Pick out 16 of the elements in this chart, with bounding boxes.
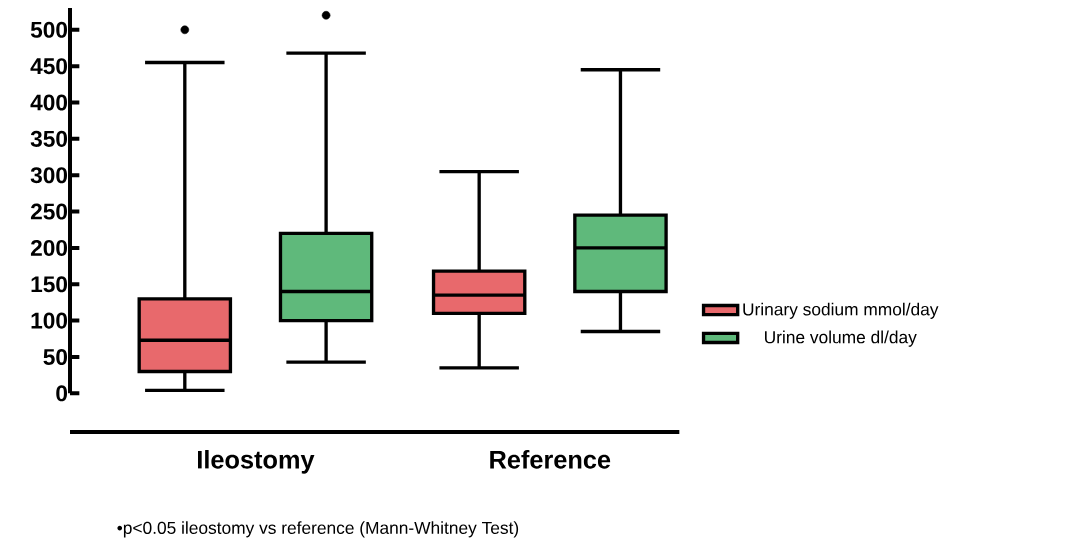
x-tick-label: Reference: [490, 450, 611, 469]
y-tick-label: 100: [31, 312, 68, 329]
y-tick-label: 350: [30, 130, 68, 147]
y-tick-label: 0: [56, 385, 68, 402]
y-tick-label: 300: [30, 167, 68, 184]
x-tick-label: Ileostomy: [198, 450, 315, 474]
legend-label: Urinary sodium mmol/day: [743, 302, 939, 319]
y-tick-label: 150: [31, 276, 68, 293]
text: •p<0.05 ileostomy vs reference (Mann-Whitney Test): [117, 521, 519, 538]
legend-label: Urine volume dl/day: [765, 330, 917, 347]
y-tick-label: 500: [30, 21, 68, 38]
y-tick-label: 400: [30, 94, 68, 111]
y-tick-label: 50: [43, 348, 68, 365]
y-tick-label: 200: [30, 239, 68, 256]
y-tick-label: 450: [30, 58, 68, 75]
y-tick-label: 250: [30, 203, 68, 220]
